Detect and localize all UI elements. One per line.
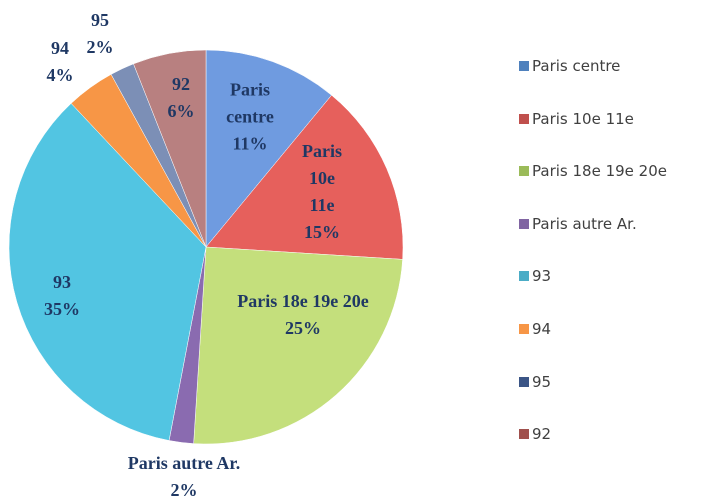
data-label: 93 35% bbox=[32, 269, 92, 323]
legend-label: Paris 10e 11e bbox=[532, 109, 634, 128]
label-value: 2% bbox=[86, 37, 114, 57]
label-category: 93 bbox=[53, 272, 71, 292]
legend-label: 94 bbox=[532, 320, 552, 338]
data-label: 94 4% bbox=[30, 35, 90, 89]
legend-swatch bbox=[519, 324, 529, 334]
legend-swatch bbox=[519, 61, 529, 71]
legend-label: Paris autre Ar. bbox=[532, 214, 637, 233]
legend-label: Paris centre bbox=[532, 57, 621, 75]
data-label: Paris 10e 11e 15% bbox=[297, 138, 347, 246]
label-value: 2% bbox=[170, 480, 198, 500]
label-value: 15% bbox=[304, 222, 340, 242]
label-value: 25% bbox=[285, 318, 321, 338]
label-category: 94 bbox=[51, 38, 69, 58]
label-category: 92 bbox=[172, 74, 190, 94]
data-label: 95 2% bbox=[70, 7, 130, 61]
pie-slice bbox=[193, 246, 403, 445]
legend-label: Paris 18e 19e 20e bbox=[532, 162, 667, 181]
legend-swatch bbox=[519, 376, 529, 387]
label-category: 95 bbox=[91, 10, 109, 30]
legend-label: 92 bbox=[532, 425, 552, 444]
legend-label: 93 bbox=[532, 267, 552, 286]
pie-slice bbox=[133, 49, 207, 248]
label-value: 11% bbox=[232, 133, 268, 154]
data-label: 92 6% bbox=[151, 71, 211, 125]
label-category: Paris centre bbox=[226, 79, 274, 127]
pie-slice bbox=[8, 103, 207, 441]
label-category: Paris 10e 11e bbox=[302, 141, 342, 215]
label-category: Paris 18e 19e 20e bbox=[237, 291, 369, 311]
label-value: 4% bbox=[46, 65, 74, 85]
pie-slice bbox=[205, 94, 404, 260]
legend-swatch bbox=[519, 429, 529, 440]
label-value: 6% bbox=[167, 101, 195, 121]
legend-swatch bbox=[519, 271, 529, 282]
label-value: 35% bbox=[44, 299, 80, 319]
legend-swatch bbox=[519, 113, 529, 124]
pie-slice bbox=[205, 49, 332, 248]
data-label: Paris centre 11% bbox=[210, 77, 290, 158]
legend-label: 95 bbox=[532, 372, 552, 391]
legend-swatch bbox=[519, 218, 529, 229]
legend-swatch bbox=[519, 166, 529, 177]
data-label: Paris autre Ar. 2% bbox=[84, 450, 284, 501]
label-category: Paris autre Ar. bbox=[127, 453, 241, 473]
data-label: Paris 18e 19e 20e 25% bbox=[218, 288, 388, 342]
